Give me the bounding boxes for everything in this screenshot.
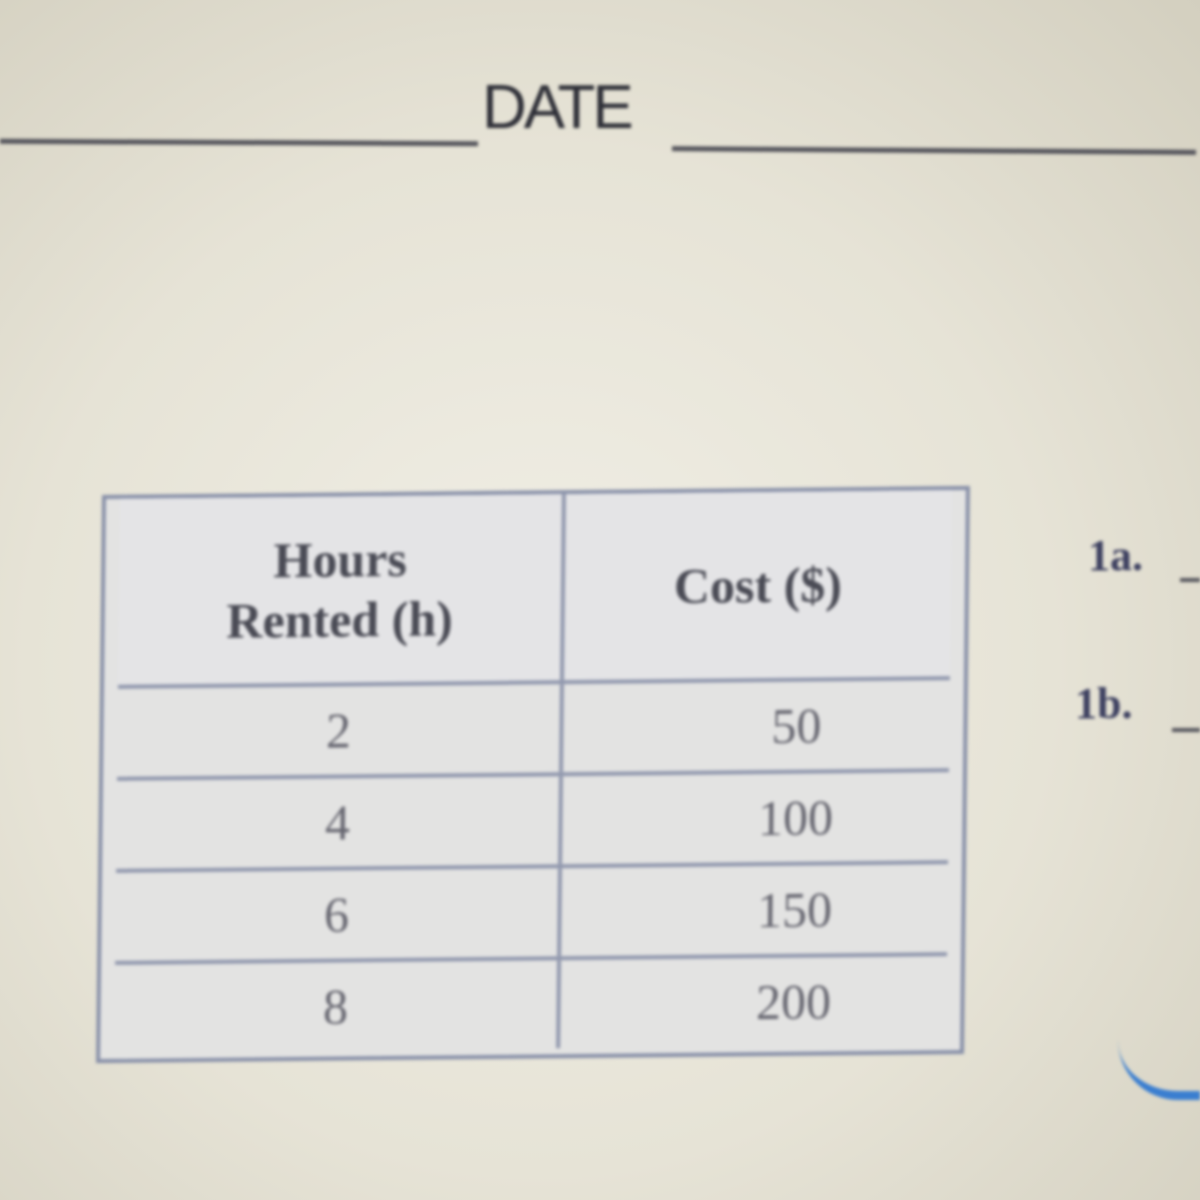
- column-header-hours: Hours Rented (h): [118, 494, 566, 685]
- answer-line-1b[interactable]: [1172, 728, 1200, 732]
- name-line: [0, 138, 479, 147]
- hours-cell: 8: [114, 960, 562, 1053]
- cost-cell: 50: [771, 697, 822, 755]
- hours-cell: 2: [117, 684, 564, 777]
- pen-mark: [1118, 1040, 1200, 1100]
- cost-cell: 200: [755, 973, 832, 1031]
- table-row: 6 150: [115, 860, 949, 961]
- header-text: Hours: [273, 530, 408, 589]
- hours-cell: 4: [116, 776, 563, 869]
- hours-cost-table: Hours Rented (h) Cost ($) 2 50 4 100 6 15…: [96, 485, 970, 1064]
- answer-line-1a[interactable]: [1180, 578, 1200, 582]
- question-1b-label: 1b.: [1075, 679, 1133, 728]
- date-line: [671, 146, 1197, 155]
- cost-cell: 150: [756, 881, 833, 939]
- column-header-cost: Cost ($): [673, 556, 843, 615]
- table-row: 8 200: [114, 952, 948, 1053]
- header-text: Rented (h): [226, 590, 454, 649]
- date-label: DATE: [482, 73, 634, 142]
- table-row: 4 100: [116, 768, 949, 869]
- question-1a-label: 1a.: [1088, 531, 1143, 580]
- hours-cell: 6: [115, 868, 563, 961]
- cost-cell: 100: [757, 789, 834, 847]
- table-row: 2 50: [117, 676, 950, 777]
- table-header-row: Hours Rented (h) Cost ($): [118, 490, 952, 685]
